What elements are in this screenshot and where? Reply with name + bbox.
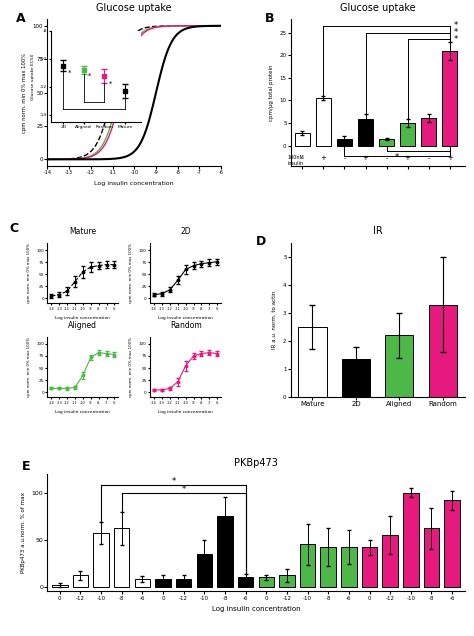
Bar: [362, 547, 377, 587]
Text: B: B: [264, 11, 274, 25]
Bar: [135, 579, 150, 587]
Bar: [379, 139, 394, 146]
Text: -: -: [428, 155, 430, 161]
Text: D: D: [256, 235, 266, 248]
Text: *: *: [182, 485, 186, 494]
Bar: [279, 576, 295, 587]
Y-axis label: PKBp473 a.u.norm. % of max: PKBp473 a.u.norm. % of max: [21, 492, 26, 573]
Text: +: +: [320, 155, 326, 161]
Bar: [73, 576, 88, 587]
Text: E: E: [22, 460, 31, 473]
Bar: [114, 529, 129, 587]
X-axis label: Log insulin concentration: Log insulin concentration: [158, 316, 213, 321]
Bar: [358, 120, 373, 146]
Bar: [342, 359, 370, 397]
Text: +: +: [405, 155, 410, 161]
Title: Aligned: Aligned: [68, 321, 97, 330]
Y-axis label: cpm norm. min 0% max 100%: cpm norm. min 0% max 100%: [27, 337, 31, 397]
Bar: [238, 577, 254, 587]
Y-axis label: cpm norm. min 0% max 100%: cpm norm. min 0% max 100%: [129, 243, 134, 303]
X-axis label: Log insulin concentration: Log insulin concentration: [55, 316, 110, 321]
Bar: [316, 98, 331, 146]
Bar: [442, 51, 457, 146]
Title: Random: Random: [170, 321, 201, 330]
Bar: [400, 123, 415, 146]
Bar: [337, 139, 352, 146]
Bar: [424, 529, 439, 587]
Bar: [300, 544, 315, 587]
Text: -: -: [301, 155, 303, 161]
Title: Glucose uptake: Glucose uptake: [340, 3, 415, 13]
Title: Mature: Mature: [69, 228, 96, 237]
Text: C: C: [9, 222, 18, 235]
Bar: [383, 535, 398, 587]
Bar: [320, 547, 336, 587]
Y-axis label: cpm norm. min 0% max 100%: cpm norm. min 0% max 100%: [22, 53, 27, 133]
Y-axis label: IR a.u. norm. to actin: IR a.u. norm. to actin: [273, 291, 277, 349]
Text: *: *: [171, 477, 175, 487]
Y-axis label: cpm norm. min 0% max 100%: cpm norm. min 0% max 100%: [129, 337, 134, 397]
Bar: [217, 516, 233, 587]
Bar: [155, 579, 171, 587]
Bar: [197, 554, 212, 587]
Text: *: *: [454, 35, 458, 44]
X-axis label: Log insulin concentration: Log insulin concentration: [94, 181, 174, 186]
Text: -: -: [385, 155, 388, 161]
Bar: [176, 579, 191, 587]
Title: 2D: 2D: [181, 228, 191, 237]
Title: PKBp473: PKBp473: [234, 457, 278, 467]
X-axis label: Log insulin concentration: Log insulin concentration: [55, 410, 110, 414]
Bar: [341, 547, 356, 587]
X-axis label: Log insulin concentration: Log insulin concentration: [212, 606, 300, 612]
Text: *: *: [454, 28, 458, 37]
Text: +: +: [447, 155, 453, 161]
Bar: [428, 305, 457, 397]
Text: +: +: [363, 155, 368, 161]
Y-axis label: cpm norm. min 0% max 100%: cpm norm. min 0% max 100%: [27, 243, 31, 303]
X-axis label: Log insulin concentration: Log insulin concentration: [158, 410, 213, 414]
Text: -: -: [343, 155, 346, 161]
Bar: [445, 501, 460, 587]
Bar: [421, 118, 436, 146]
Bar: [385, 335, 413, 397]
Bar: [93, 533, 109, 587]
Y-axis label: cpm/µg total protein: cpm/µg total protein: [269, 64, 274, 121]
Text: A: A: [16, 11, 26, 25]
Bar: [295, 133, 310, 146]
Bar: [258, 577, 274, 587]
Bar: [403, 493, 419, 587]
Title: Glucose uptake: Glucose uptake: [97, 3, 172, 13]
Bar: [298, 327, 327, 397]
Text: *: *: [454, 22, 458, 31]
Title: IR: IR: [373, 226, 383, 237]
Bar: [52, 585, 67, 587]
Text: 100nM
insulin: 100nM insulin: [288, 155, 304, 165]
Text: *: *: [395, 153, 399, 162]
